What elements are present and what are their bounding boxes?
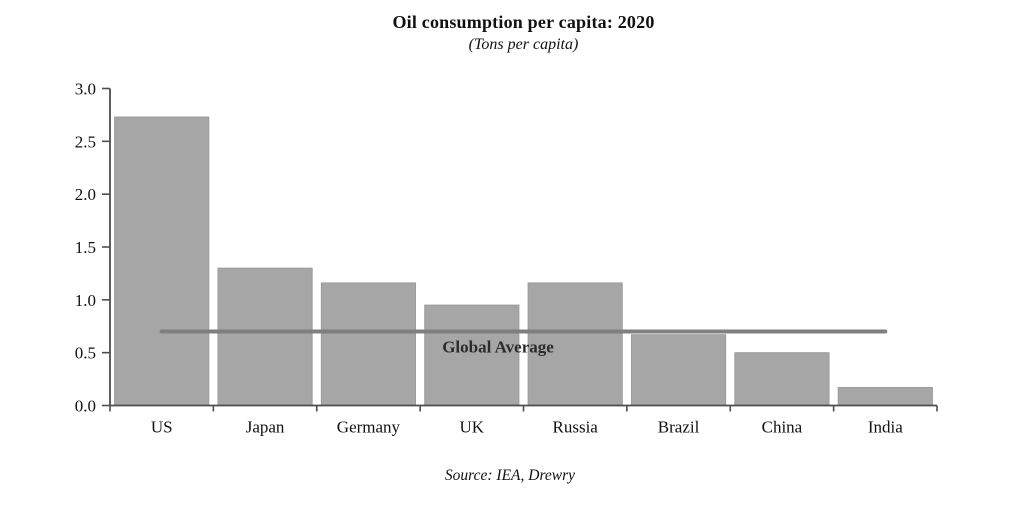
bar-russia [527, 282, 623, 406]
bar-india [837, 387, 933, 406]
x-axis-label: Japan [246, 418, 285, 437]
bar-china [734, 352, 830, 406]
source-note: Source: IEA, Drewry [444, 467, 576, 484]
y-axis-label: 0.5 [75, 344, 96, 363]
x-axis-label: India [868, 418, 903, 437]
bar-uk [424, 304, 520, 406]
x-axis-label: UK [460, 418, 485, 437]
x-axis-label: Russia [553, 418, 599, 437]
bar-us [114, 116, 210, 406]
x-axis-label: US [151, 418, 173, 437]
chart-title: Oil consumption per capita: 2020 [392, 12, 655, 32]
x-axis-label: Brazil [658, 418, 700, 437]
reference-line-label: Global Average [442, 338, 554, 357]
y-axis-label: 2.5 [75, 132, 96, 151]
x-axis-label: Germany [337, 418, 401, 437]
y-axis-label: 0.0 [75, 397, 96, 416]
y-axis-label: 2.0 [75, 185, 96, 204]
y-axis-label: 1.0 [75, 291, 96, 310]
y-axis-label: 3.0 [75, 80, 96, 99]
bar-japan [217, 267, 313, 406]
bar-germany [320, 282, 417, 406]
y-axis-label: 1.5 [75, 238, 96, 257]
bar-brazil [630, 334, 727, 407]
x-axis-label: China [762, 418, 803, 437]
chart-subtitle: (Tons per capita) [468, 36, 579, 53]
